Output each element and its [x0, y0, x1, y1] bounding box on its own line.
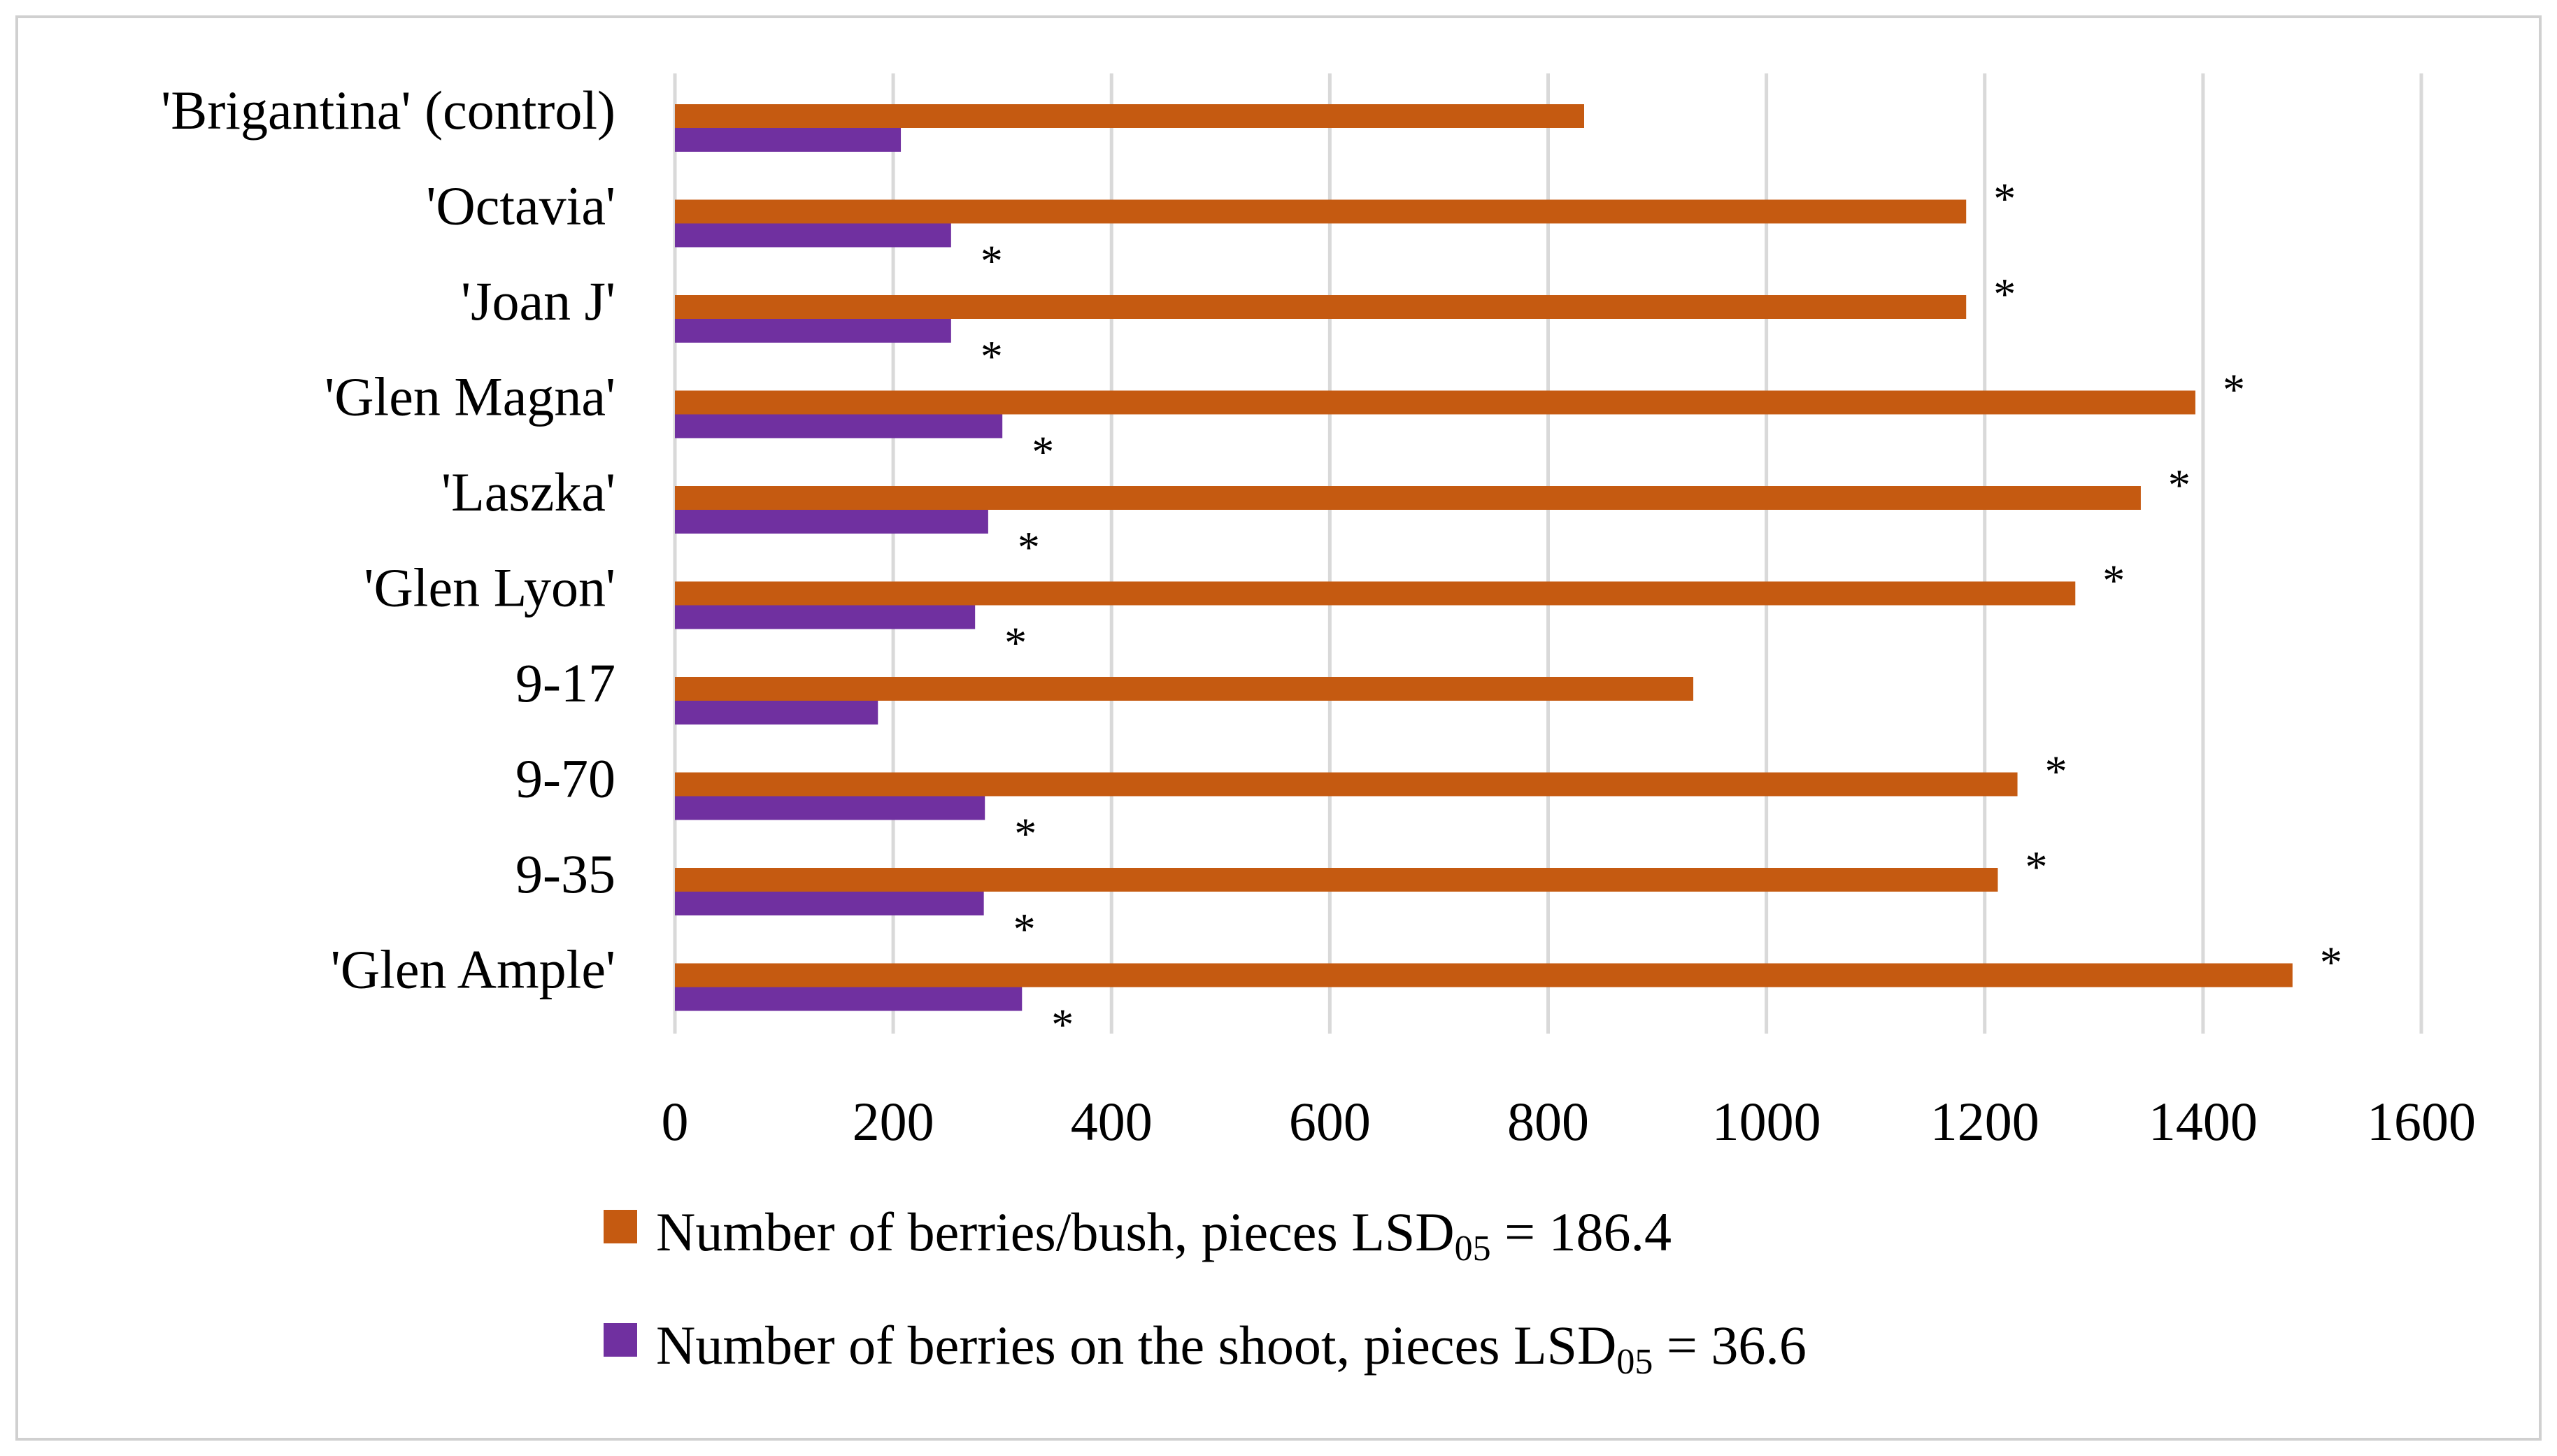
x-tick-label-1400: 1400	[2149, 1091, 2258, 1152]
significance-markers: * * * * * * * * * * * * * * * *	[981, 174, 2342, 1050]
bar-berries-shoot	[675, 796, 985, 820]
legend: Number of berries/bush, pieces LSD05 = 1…	[604, 1201, 1807, 1382]
category-label: 'Glen Magna'	[325, 366, 615, 427]
bar-berries-bush	[675, 581, 2076, 606]
x-tick-label-800: 800	[1507, 1091, 1589, 1152]
category-label: 'Glen Lyon'	[364, 557, 615, 618]
x-tick-label-1200: 1200	[1930, 1091, 2039, 1152]
bar-berries-shoot	[675, 414, 1003, 438]
bar-berries-shoot	[675, 701, 878, 725]
legend-entry-name: Number of berries/bush, pieces LSD	[656, 1201, 1455, 1262]
bar-berries-bush	[675, 486, 2141, 510]
significance-marker: *	[1004, 618, 1027, 668]
legend-entry-value: = 186.4	[1491, 1201, 1672, 1262]
legend-entry-name: Number of berries on the shoot, pieces L…	[656, 1315, 1616, 1376]
x-tick-label-200: 200	[853, 1091, 934, 1152]
legend-swatch	[604, 1323, 637, 1357]
significance-marker: *	[1051, 1000, 1074, 1050]
bar-berries-bush	[675, 868, 1998, 892]
bar-berries-shoot	[675, 223, 951, 248]
x-tick-labels: 0 200 400 600 800 1000 1200 1400 1600	[662, 1091, 2477, 1152]
category-label: 'Laszka'	[441, 462, 615, 522]
x-tick-label-0: 0	[662, 1091, 689, 1152]
significance-marker: *	[2025, 842, 2047, 892]
category-label: 'Glen Ample'	[331, 939, 615, 1000]
category-label: 'Joan J'	[461, 271, 615, 331]
significance-marker: *	[1993, 174, 2016, 224]
legend-swatch	[604, 1210, 637, 1243]
significance-marker: *	[2168, 460, 2191, 510]
bar-berries-bush	[675, 963, 2293, 987]
significance-marker: *	[981, 331, 1003, 381]
significance-marker: *	[981, 236, 1003, 286]
significance-marker: *	[1993, 269, 2016, 319]
category-label: 9-70	[515, 748, 615, 809]
significance-marker: *	[2045, 747, 2067, 797]
x-tick-label-600: 600	[1289, 1091, 1371, 1152]
category-label: 9-35	[515, 843, 615, 904]
significance-marker: *	[1032, 427, 1054, 477]
bar-berries-shoot	[675, 892, 984, 915]
significance-marker: *	[2320, 938, 2342, 987]
bar-berries-shoot	[675, 319, 951, 343]
legend-entry: Number of berries on the shoot, pieces L…	[656, 1315, 1807, 1382]
category-label: 9-17	[515, 652, 615, 713]
significance-marker: *	[2102, 556, 2125, 606]
legend-entry-value: = 36.6	[1653, 1315, 1807, 1376]
bar-berries-bush	[675, 199, 1967, 224]
bar-berries-bush	[675, 295, 1967, 319]
chart-frame	[15, 15, 2542, 1441]
bar-berries-shoot	[675, 987, 1023, 1011]
x-tick-label-1000: 1000	[1712, 1091, 1821, 1152]
bar-berries-shoot	[675, 510, 988, 534]
x-tick-label-1600: 1600	[2367, 1091, 2476, 1152]
x-tick-label-400: 400	[1071, 1091, 1153, 1152]
bars	[675, 104, 2293, 1011]
bar-berries-bush	[675, 772, 2018, 797]
bar-berries-shoot	[675, 128, 902, 152]
significance-marker: *	[1013, 904, 1036, 954]
legend-entry: Number of berries/bush, pieces LSD05 = 1…	[656, 1201, 1672, 1269]
legend-entry-subscript: 05	[1455, 1229, 1491, 1269]
significance-marker: *	[1014, 809, 1037, 859]
bar-berries-bush	[675, 390, 2195, 415]
significance-marker: *	[1018, 522, 1040, 572]
bar-berries-shoot	[675, 605, 976, 629]
category-label: 'Brigantina' (control)	[161, 80, 615, 141]
category-label: 'Octavia'	[426, 176, 615, 236]
category-labels: 'Brigantina' (control) 'Octavia' 'Joan J' '…	[161, 80, 615, 1000]
bar-berries-bush	[675, 104, 1585, 128]
bar-berries-bush	[675, 677, 1694, 701]
significance-marker: *	[2223, 365, 2245, 415]
legend-entry-subscript: 05	[1616, 1342, 1653, 1382]
